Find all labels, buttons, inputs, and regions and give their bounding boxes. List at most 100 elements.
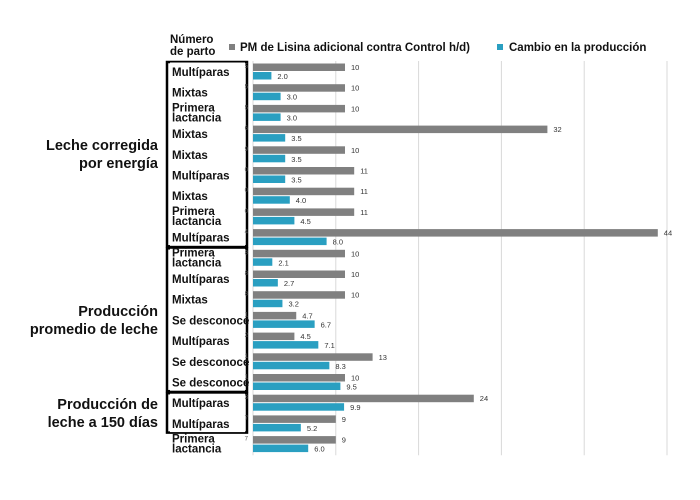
group-label: promedio de leche	[30, 322, 158, 338]
group-frame	[165, 391, 249, 434]
parity-label: Multíparas	[172, 233, 230, 245]
parity-label: Primera	[172, 247, 215, 259]
bar-change	[253, 299, 283, 308]
parity-label-bg	[170, 393, 245, 412]
bar-change	[253, 258, 273, 266]
label-lysine: 4.5	[300, 332, 310, 341]
bar-change	[253, 154, 286, 163]
label-lysine: 10	[351, 374, 359, 383]
group-frame	[165, 60, 249, 248]
parity-label-bg	[170, 207, 245, 226]
bar-change	[253, 444, 309, 453]
legend-label-lysine: PM de Lisina adicional contra Control h/…	[240, 42, 470, 54]
row-code: 0	[245, 188, 249, 194]
bar-change	[253, 382, 341, 390]
bar-lysine	[253, 311, 297, 320]
parity-label-bg	[170, 310, 245, 329]
label-change: 3.0	[287, 93, 297, 102]
bar-lysine	[253, 374, 345, 382]
label-lysine: 10	[351, 104, 359, 113]
label-lysine: 32	[553, 125, 561, 134]
bar-lysine	[253, 63, 345, 71]
parity-label: lactancia	[172, 112, 222, 124]
header-parity-line1: Número	[170, 34, 213, 46]
bar-change	[253, 237, 327, 246]
row-code: 5	[245, 85, 249, 91]
row-code: 8	[245, 271, 249, 277]
bar-change	[253, 320, 315, 328]
bar-change	[253, 113, 281, 121]
label-lysine: 9	[342, 415, 346, 424]
bar-lysine	[253, 394, 474, 403]
label-change: 9.9	[350, 403, 360, 412]
label-lysine: 11	[360, 208, 368, 217]
parity-label: Mixtas	[172, 295, 208, 307]
bar-change	[253, 72, 272, 80]
legend-swatch-lysine	[229, 44, 235, 50]
label-lysine: 10	[351, 249, 359, 258]
parity-label: Multíparas	[172, 419, 230, 431]
label-change: 8.3	[335, 362, 345, 371]
bar-lysine	[253, 291, 345, 299]
label-change: 3.5	[291, 134, 301, 143]
parity-label: Mixtas	[172, 150, 208, 162]
parity-label-bg	[170, 62, 245, 81]
label-lysine: 10	[351, 84, 359, 93]
label-lysine: 10	[351, 63, 359, 72]
parity-label: Primera	[172, 102, 215, 114]
parity-label: Multíparas	[172, 398, 230, 410]
parity-label-bg	[170, 248, 245, 267]
bar-lysine	[253, 84, 345, 92]
row-code: 5	[245, 105, 249, 111]
parity-label-bg	[170, 228, 245, 246]
label-change: 2.7	[284, 279, 294, 288]
bar-change	[253, 361, 330, 370]
label-change: 9.5	[346, 383, 356, 392]
parity-label: lactancia	[172, 444, 222, 456]
row-code: 7	[245, 416, 249, 422]
parity-label-bg	[170, 373, 245, 391]
row-code: 0	[245, 209, 249, 215]
bar-change	[253, 279, 278, 287]
parity-label-bg	[170, 352, 245, 370]
row-code: 4	[245, 230, 249, 236]
bar-lysine	[253, 208, 355, 216]
parity-label: Mixtas	[172, 88, 208, 100]
parity-label: Mixtas	[172, 129, 208, 141]
row-code: 8	[245, 250, 249, 256]
group-label: leche a 150 días	[48, 415, 158, 431]
parity-label-bg	[170, 269, 245, 288]
bar-lysine	[253, 104, 345, 113]
label-change: 4.5	[300, 217, 310, 226]
bar-change	[253, 92, 281, 101]
parity-label-bg	[170, 166, 245, 184]
legend-label-change: Cambio en la producción	[509, 42, 646, 54]
parity-label-bg	[170, 414, 245, 433]
parity-label: Multíparas	[172, 67, 230, 79]
labels-layer: Número de parto PM de Lisina adicional c…	[30, 34, 672, 456]
legend-swatch-change	[497, 44, 503, 50]
parity-label-bg	[170, 290, 245, 308]
label-change: 3.5	[291, 155, 301, 164]
bar-lysine	[253, 167, 355, 175]
parity-label-bg	[170, 103, 245, 122]
parity-label: Multíparas	[172, 274, 230, 286]
parity-label: Se desconoce	[172, 357, 249, 369]
row-code: 2	[245, 333, 249, 339]
label-change: 6.7	[321, 320, 331, 329]
label-change: 2.1	[278, 258, 288, 267]
bar-change	[253, 423, 301, 432]
label-lysine: 24	[480, 394, 488, 403]
bar-lysine	[253, 187, 355, 196]
parity-label: lactancia	[172, 216, 222, 228]
label-change: 8.0	[333, 238, 343, 247]
label-lysine: 9	[342, 436, 346, 445]
bar-lysine	[253, 229, 658, 237]
row-code: 1	[245, 354, 249, 360]
label-lysine: 10	[351, 270, 359, 279]
label-lysine: 10	[351, 291, 359, 300]
bar-lysine	[253, 125, 548, 134]
bar-lysine	[253, 270, 345, 278]
